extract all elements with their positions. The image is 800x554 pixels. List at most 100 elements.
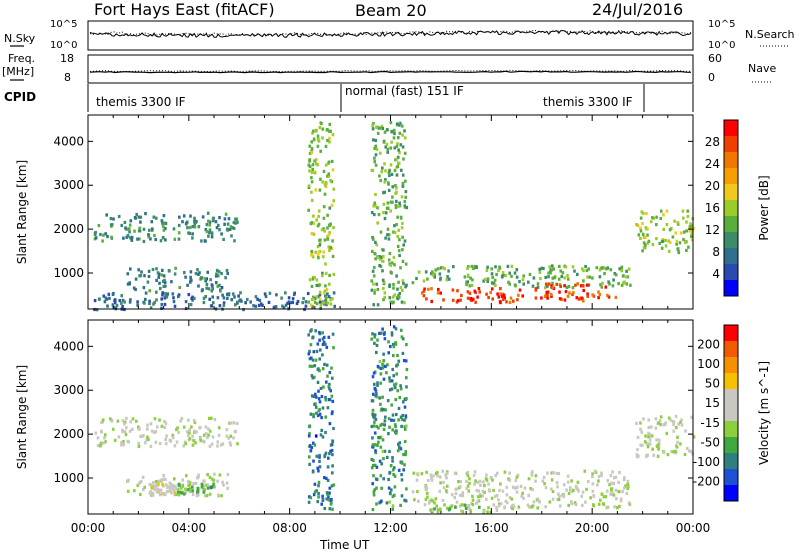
power-cell: [135, 212, 138, 217]
power-cell: [552, 267, 556, 271]
velocity-cell: [556, 485, 559, 489]
velocity-cell: [328, 452, 331, 456]
power-cell: [531, 284, 535, 288]
velocity-cell: [308, 495, 311, 499]
power-cell: [386, 150, 389, 154]
power-cell: [233, 295, 236, 299]
velocity-cell: [394, 398, 397, 402]
power-cell: [548, 265, 551, 269]
velocity-cell: [395, 372, 398, 376]
power-cell: [452, 265, 455, 269]
velocity-ytick-label: 4000: [53, 339, 84, 353]
power-cell: [272, 305, 276, 309]
power-cell: [324, 180, 327, 185]
power-cell: [549, 292, 553, 296]
velocity-cell: [522, 496, 525, 500]
power-cell: [329, 179, 332, 183]
power-cell: [387, 188, 391, 192]
velocity-cell: [520, 494, 523, 498]
velocity-cell: [459, 480, 462, 484]
velocity-cell: [321, 498, 325, 503]
freq-unit-label: [MHz]: [2, 65, 34, 78]
power-cell: [325, 288, 329, 292]
power-cell: [558, 290, 561, 294]
power-cell: [186, 226, 189, 230]
power-colorbar-tick: 12: [705, 223, 720, 237]
velocity-cell: [329, 449, 332, 453]
velocity-cell: [319, 433, 323, 437]
velocity-cell: [643, 440, 647, 444]
velocity-cell: [211, 435, 215, 439]
power-cell: [403, 200, 407, 204]
power-cell: [207, 287, 211, 291]
power-cell: [383, 162, 386, 166]
power-cell: [124, 226, 127, 230]
velocity-cell: [190, 425, 193, 429]
velocity-cell: [324, 395, 327, 400]
power-cell: [264, 294, 268, 299]
power-cell: [546, 296, 549, 300]
velocity-cell: [479, 483, 482, 487]
power-cell: [328, 282, 331, 286]
power-ytick-label: 1000: [53, 266, 84, 280]
power-cell: [172, 300, 176, 304]
power-cell: [329, 129, 332, 133]
power-cell: [572, 291, 575, 295]
power-cell: [193, 296, 196, 300]
power-cell: [178, 285, 181, 290]
velocity-cell: [373, 488, 376, 492]
velocity-cell: [377, 426, 380, 430]
power-ytick-label: 4000: [53, 134, 84, 148]
velocity-cell: [326, 465, 330, 469]
power-cell: [252, 304, 255, 308]
velocity-cell: [103, 433, 107, 437]
velocity-cell: [310, 394, 314, 398]
power-cell: [448, 277, 451, 281]
velocity-cell: [670, 450, 673, 454]
velocity-cell: [330, 366, 333, 370]
velocity-cell: [622, 478, 626, 482]
power-cell: [542, 266, 545, 271]
power-cell: [395, 274, 398, 278]
power-cell: [308, 144, 312, 148]
power-cell: [296, 299, 300, 304]
power-cell: [321, 180, 324, 184]
power-cell: [540, 266, 544, 270]
velocity-cell: [444, 473, 447, 477]
velocity-cell: [404, 416, 408, 420]
power-cell: [389, 163, 393, 167]
power-cell: [574, 283, 577, 287]
power-cell: [320, 122, 323, 126]
power-cell: [401, 259, 405, 263]
power-cell: [172, 227, 176, 231]
power-cell: [557, 277, 561, 281]
velocity-cell: [388, 500, 391, 504]
power-cell: [206, 270, 209, 274]
power-cell: [186, 283, 189, 287]
power-cell: [189, 275, 192, 279]
velocity-colorbar-segment: [724, 405, 738, 422]
power-cell: [466, 266, 469, 271]
power-cell: [373, 160, 376, 164]
power-cell: [326, 213, 329, 217]
power-cell: [579, 297, 582, 301]
power-cell: [468, 291, 472, 295]
power-cell: [308, 278, 312, 282]
power-cell: [612, 278, 615, 282]
velocity-cell: [465, 486, 468, 490]
power-cell: [539, 277, 542, 281]
velocity-cell: [423, 503, 427, 507]
power-cell: [395, 144, 399, 148]
velocity-cell: [155, 490, 159, 494]
power-cell: [395, 157, 398, 161]
velocity-cell: [426, 495, 429, 499]
velocity-cell: [646, 445, 650, 449]
velocity-cell: [654, 426, 658, 430]
velocity-cell: [387, 351, 390, 355]
power-cell: [469, 297, 473, 301]
velocity-cell: [180, 491, 184, 495]
velocity-cell: [393, 466, 396, 470]
velocity-cell: [327, 335, 331, 339]
velocity-cell: [212, 478, 215, 482]
power-cell: [662, 227, 665, 231]
